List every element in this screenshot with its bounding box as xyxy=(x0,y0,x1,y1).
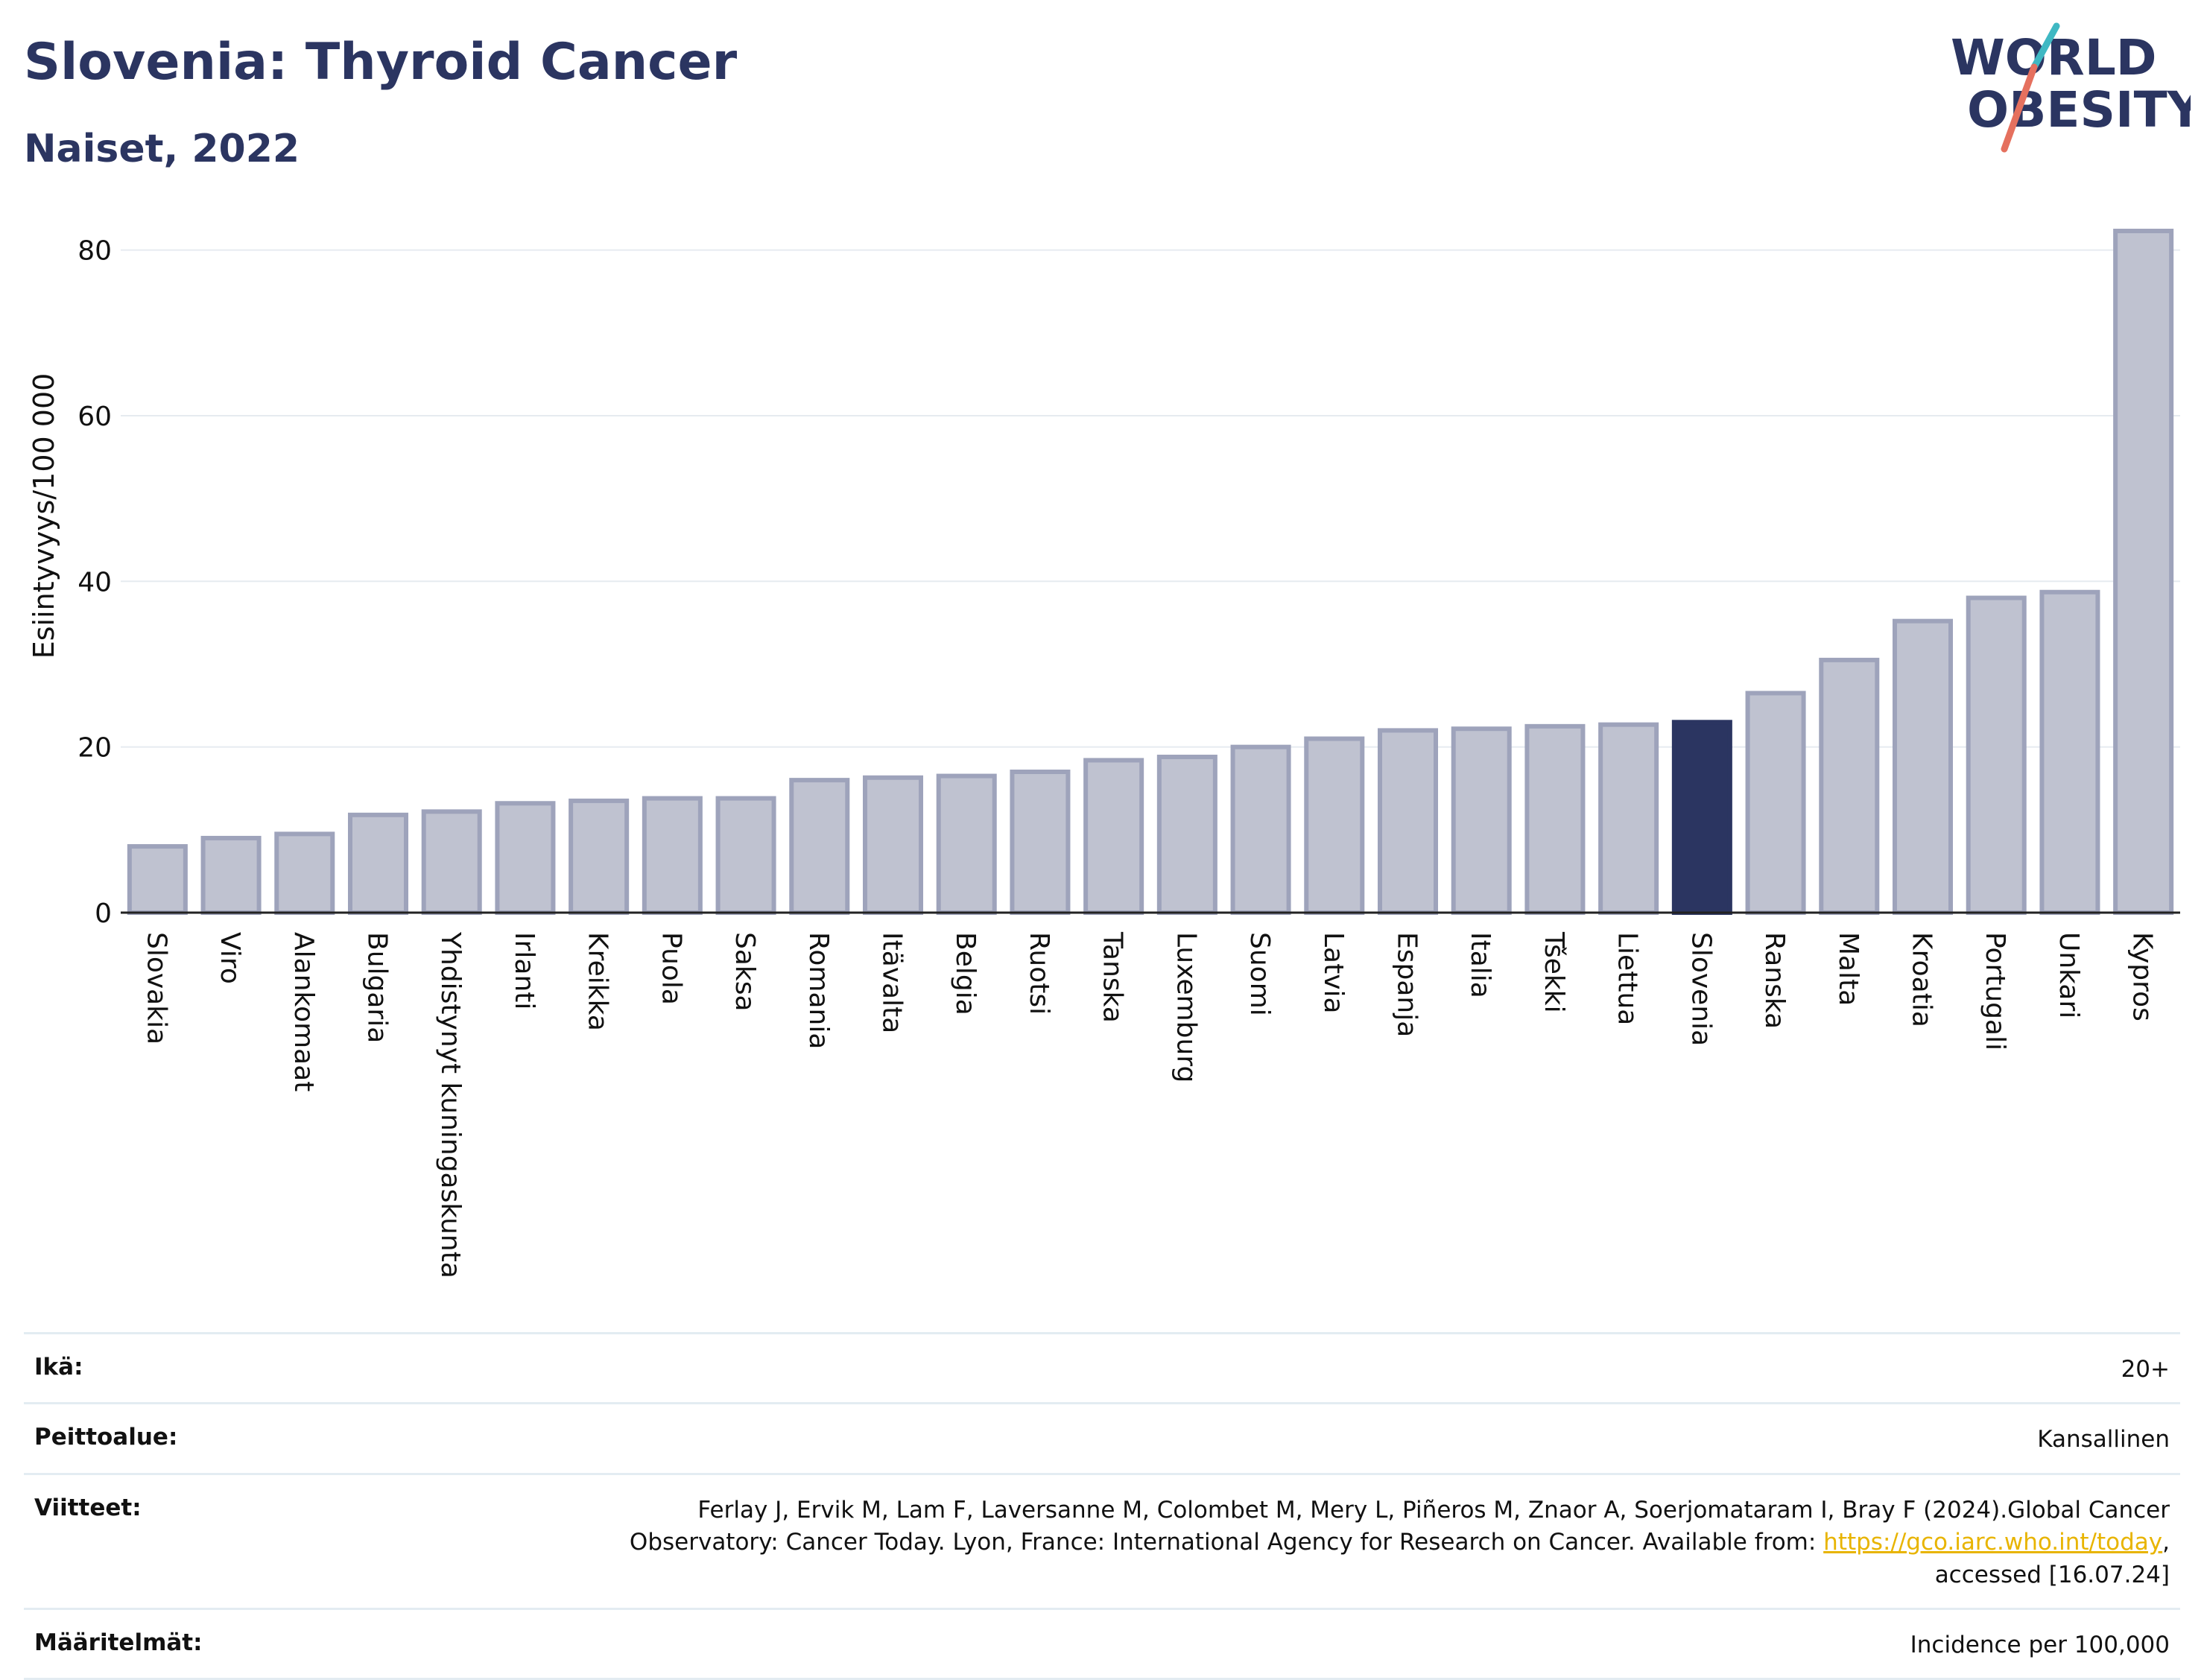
definitions-value: Incidence per 100,000 xyxy=(1910,1631,2170,1658)
bar-espanja xyxy=(1377,728,1439,915)
x-tick-label: Italia xyxy=(1465,932,1495,998)
svg-text:OBESITY: OBESITY xyxy=(1967,81,2191,139)
bar-viro xyxy=(200,835,262,915)
x-tick-label: Belgia xyxy=(950,932,981,1015)
x-tick-label: Portugali xyxy=(1980,932,2010,1050)
bar-luxemburg xyxy=(1156,754,1217,915)
age-label: Ikä: xyxy=(34,1354,83,1381)
y-tick-labels: 0 20 40 60 80 xyxy=(77,236,112,929)
bar-malta xyxy=(1819,657,1880,915)
bar-italia xyxy=(1451,726,1512,915)
x-tick-label: Itävalta xyxy=(877,932,908,1033)
bar-ranska xyxy=(1745,691,1806,915)
x-tick-label: Bulgaria xyxy=(362,932,393,1043)
chart-title: Slovenia: Thyroid Cancer xyxy=(24,33,738,92)
bar-suomi xyxy=(1230,744,1291,915)
bar-slovenia xyxy=(1671,720,1732,916)
x-tick-label: Ranska xyxy=(1759,932,1790,1029)
y-tick-label: 80 xyxy=(77,236,112,267)
x-tick-label: Unkari xyxy=(2053,932,2084,1018)
bar-unkari xyxy=(2039,589,2100,915)
meta-row-age: Ikä: 20+ xyxy=(24,1332,2180,1402)
bar-slovakia xyxy=(127,844,188,916)
references-line-1: Ferlay J, Ervik M, Lam F, Laversanne M, … xyxy=(697,1496,2170,1524)
meta-row-references: Viitteet: Ferlay J, Ervik M, Lam F, Lave… xyxy=(24,1472,2180,1608)
y-axis-label: Esiintyvyys/100 000 xyxy=(28,373,60,659)
x-tick-label: Puola xyxy=(656,932,686,1005)
coverage-label: Peittoalue: xyxy=(34,1424,178,1451)
definitions-label: Määritelmät: xyxy=(34,1629,203,1656)
bar-kroatia xyxy=(1892,618,1954,915)
x-tick-label: Slovenia xyxy=(1685,932,1716,1046)
bar-bulgaria xyxy=(347,812,409,915)
x-tick-label: Liettua xyxy=(1612,932,1643,1025)
x-tick-label: Alankomaat xyxy=(288,932,319,1091)
x-tick-label: Yhdistynyt kuningaskunta xyxy=(435,931,466,1278)
x-tick-label: Ruotsi xyxy=(1024,932,1054,1015)
bar-latvia xyxy=(1304,736,1365,915)
x-tick-label: Kypros xyxy=(2127,932,2158,1021)
bar-ruotsi xyxy=(1010,770,1071,915)
x-tick-label: Suomi xyxy=(1244,932,1275,1016)
x-tick-label: Tšekki xyxy=(1539,931,1569,1013)
meta-row-coverage: Peittoalue: Kansallinen xyxy=(24,1402,2180,1472)
references-value: Ferlay J, Ervik M, Lam F, Laversanne M, … xyxy=(630,1494,2170,1591)
bar-romania xyxy=(789,778,850,916)
bar-irlanti xyxy=(495,801,556,916)
meta-row-definitions: Määritelmät: Incidence per 100,000 xyxy=(24,1607,2180,1680)
bar-puola xyxy=(642,796,703,915)
y-tick-label: 0 xyxy=(95,898,112,929)
bar-portugali xyxy=(1966,595,2027,915)
chart-subtitle: Naiset, 2022 xyxy=(24,127,300,171)
x-tick-label: Viro xyxy=(215,932,245,984)
x-tick-label: Romania xyxy=(803,932,834,1049)
x-tick-label: Kreikka xyxy=(583,932,613,1031)
references-line-2: Observatory: Cancer Today. Lyon, France:… xyxy=(629,1529,1824,1556)
bar-liettua xyxy=(1598,722,1659,915)
world-obesity-logo: WORLD OBESITY xyxy=(1951,22,2191,153)
bar-alankomaat xyxy=(274,831,335,915)
bar-itävalta xyxy=(862,775,924,915)
x-tick-label: Saksa xyxy=(729,932,760,1012)
x-tick-label: Tanska xyxy=(1098,931,1128,1023)
bar-saksa xyxy=(715,796,776,915)
x-tick-label: Irlanti xyxy=(509,932,539,1009)
bar-tanska xyxy=(1083,758,1144,916)
bar-belgia xyxy=(936,773,997,916)
x-tick-label: Slovakia xyxy=(141,932,171,1045)
y-tick-label: 60 xyxy=(77,402,112,432)
x-tick-label: Espanja xyxy=(1392,932,1422,1037)
bar-kreikka xyxy=(569,798,630,915)
coverage-value: Kansallinen xyxy=(2037,1426,2170,1454)
x-tick-labels: Slovakia Viro Alankomaat Bulgaria Yhdistynyt… xyxy=(141,931,2157,1278)
x-tick-label: Latvia xyxy=(1318,932,1349,1014)
age-value: 20+ xyxy=(2121,1356,2170,1383)
metadata-table: Ikä: 20+ Peittoalue: Kansallinen Viittee… xyxy=(24,1332,2180,1680)
references-link[interactable]: https://gco.iarc.who.int/today xyxy=(1823,1529,2163,1556)
bar-chart: 0 20 40 60 80 Slovakia Viro Alankomaat Bulgaria… xyxy=(28,229,2180,1278)
y-tick-label: 40 xyxy=(77,567,112,597)
references-line-2-end: , xyxy=(2162,1529,2170,1556)
x-tick-label: Malta xyxy=(1833,932,1863,1006)
bar-kypros xyxy=(2113,229,2174,915)
bars xyxy=(127,229,2174,916)
references-line-3: accessed [16.07.24] xyxy=(1934,1561,2170,1588)
y-tick-label: 20 xyxy=(77,733,112,764)
references-label: Viitteet: xyxy=(34,1494,142,1521)
svg-text:WORLD: WORLD xyxy=(1951,29,2157,86)
x-tick-label: Luxemburg xyxy=(1171,932,1201,1083)
x-tick-label: Kroatia xyxy=(1907,932,1937,1027)
bar-yhdistynyt-kuningaskunta xyxy=(421,809,482,916)
bar-tšekki xyxy=(1524,723,1586,916)
